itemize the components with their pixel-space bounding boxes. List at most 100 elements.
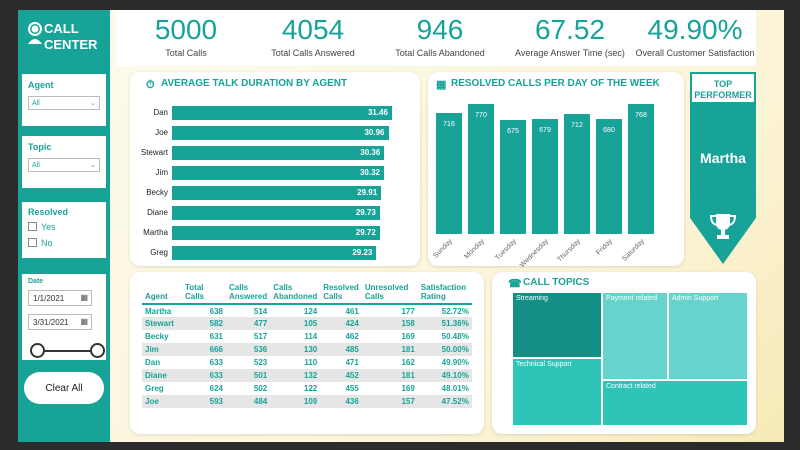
- cell-calls-abandoned: 132: [270, 369, 321, 382]
- cell-unresolved-calls: 169: [401, 332, 415, 341]
- bar-value-label: 680: [603, 127, 615, 135]
- bar-value-label: 29.91: [357, 188, 378, 197]
- cell-resolved-calls: 471: [345, 358, 359, 367]
- checkbox-yes[interactable]: [28, 222, 37, 231]
- column-header-unresolved-calls[interactable]: Unresolved Calls: [361, 278, 418, 305]
- end-date-input[interactable]: 3/31/2021 ▦: [28, 314, 92, 330]
- column-header-total-calls[interactable]: Total Calls: [182, 278, 226, 305]
- kpi-label: Total Calls Abandoned: [395, 48, 485, 58]
- cell-total-calls: 631: [209, 332, 223, 341]
- cell-calls-abandoned: 122: [303, 384, 318, 393]
- column-header-satisfaction-rating[interactable]: Satisfaction Rating: [417, 278, 472, 305]
- dashboard-canvas: CALL CENTER Agent All ⌄ Topic All ⌄ Reso…: [18, 10, 784, 442]
- bar[interactable]: [596, 119, 622, 234]
- column-header-agent[interactable]: Agent: [142, 278, 182, 305]
- table-row[interactable]: Jim 666 536 130 485 181 50.00%: [142, 343, 472, 356]
- cell-unresolved-calls: 177: [401, 306, 415, 316]
- table-header-row: Agent Total Calls Calls Answered Calls A…: [142, 278, 472, 305]
- column-header-calls-answered[interactable]: Calls Answered: [226, 278, 271, 305]
- bar[interactable]: 29.23: [172, 246, 377, 260]
- checkbox-no[interactable]: [28, 238, 37, 247]
- column-header-calls-abandoned[interactable]: Calls Abandoned: [270, 278, 321, 305]
- cell-calls-abandoned: 109: [270, 395, 321, 408]
- bar[interactable]: [468, 104, 494, 234]
- bar[interactable]: 29.91: [172, 186, 382, 200]
- bar[interactable]: [628, 104, 654, 234]
- cell-resolved-calls: 455: [345, 384, 359, 393]
- column-header-resolved-calls[interactable]: Resolved Calls: [320, 278, 362, 305]
- table-row[interactable]: Joe 593 484 109 436 157 47.52%: [142, 395, 472, 408]
- date-slider-track[interactable]: [38, 350, 96, 352]
- calendar-icon[interactable]: ▦: [80, 293, 88, 302]
- cell-calls-answered: 484: [226, 395, 271, 408]
- cell-satisfaction-rating: 49.10%: [417, 369, 472, 382]
- talk-duration-chart: Dan 31.46 Joe 30.96 Stewart 30.36 Jim 30.32 Beck…: [130, 72, 420, 266]
- bar-value-label: 712: [571, 121, 583, 129]
- bar[interactable]: 30.36: [172, 146, 385, 160]
- cell-satisfaction-rating: 50.00%: [417, 343, 472, 356]
- cell-total-calls: 666: [182, 343, 226, 356]
- clear-all-button[interactable]: Clear All: [24, 372, 104, 404]
- cell-agent: Jim: [142, 343, 182, 356]
- agent-select[interactable]: All ⌄: [28, 96, 100, 110]
- date-slider-end-handle[interactable]: [90, 343, 105, 358]
- table-row[interactable]: Becky 631 517 114 462 169 50.48%: [142, 330, 472, 343]
- cell-total-calls: 638: [209, 306, 223, 316]
- bar-value-label: 29.73: [355, 208, 376, 217]
- chevron-down-icon: ⌄: [90, 100, 96, 107]
- table-row[interactable]: Dan 633 523 110 471 162 49.90%: [142, 356, 472, 369]
- topic-technical-support[interactable]: Technical Support: [512, 358, 602, 426]
- resolved-yes-option[interactable]: Yes: [28, 222, 56, 232]
- resolved-yes-label: Yes: [41, 222, 56, 232]
- topic-contract-related[interactable]: Contract related: [602, 380, 748, 426]
- top-performer-title-line1: TOP: [713, 79, 733, 89]
- kpi-value: 67.52: [534, 14, 606, 45]
- top-performer-title-line2: PERFORMER: [694, 90, 752, 100]
- resolved-filter-label: Resolved: [28, 207, 69, 217]
- bar[interactable]: 30.32: [172, 166, 385, 180]
- topic-payment-related[interactable]: Payment related: [602, 292, 668, 380]
- date-slider-start-handle[interactable]: [30, 343, 45, 358]
- topic-label: Technical Support: [516, 361, 572, 368]
- bar-category-label: Martha: [143, 228, 168, 237]
- talk-duration-title: ⏱ AVERAGE TALK DURATION BY AGENT: [146, 78, 347, 91]
- bar-category-label: Stewart: [140, 148, 168, 157]
- resolved-no-option[interactable]: No: [28, 238, 53, 248]
- topic-label: Payment related: [606, 295, 657, 302]
- bar[interactable]: [500, 120, 526, 234]
- topic-select[interactable]: All ⌄: [28, 158, 100, 172]
- table-row[interactable]: Greg 624 502 122 455 169 48.01%: [142, 382, 472, 395]
- cell-satisfaction-rating: 50.48%: [441, 332, 469, 341]
- calendar-icon[interactable]: ▦: [80, 317, 88, 326]
- bar[interactable]: [564, 113, 590, 234]
- bar-category-label: Jim: [155, 168, 168, 177]
- cell-calls-abandoned: 130: [270, 343, 321, 356]
- bar[interactable]: 29.73: [172, 206, 380, 220]
- bar[interactable]: 30.96: [172, 126, 389, 140]
- topic-admin-support[interactable]: Admin Support: [668, 292, 748, 380]
- cell-calls-abandoned: 105: [270, 317, 321, 330]
- top-performer-card: TOP PERFORMER Martha: [690, 72, 756, 264]
- bar-value-label: 30.32: [359, 168, 381, 177]
- table-row[interactable]: Stewart 582 477 105 424 158 51.36%: [142, 317, 472, 330]
- resolved-per-day-chart: 716 Sunday 770 Monday 675 Tuesday 679 Wednesday…: [428, 72, 684, 269]
- call-topics-treemap: Streaming Payment related Admin Support …: [512, 292, 748, 426]
- start-date-input[interactable]: 1/1/2021 ▦: [28, 290, 92, 306]
- bar[interactable]: [532, 119, 558, 234]
- topic-streaming[interactable]: Streaming: [512, 292, 602, 358]
- table-row[interactable]: Diane 633 501 132 452 181 49.10%: [142, 369, 472, 382]
- bar[interactable]: 29.72: [172, 226, 380, 240]
- topic-label: Contract related: [606, 383, 656, 390]
- date-filter-label: Date: [28, 278, 44, 285]
- cell-calls-answered: 517: [253, 332, 268, 341]
- topic-label: Streaming: [516, 295, 548, 302]
- call-topics-title: ☎CALL TOPICS: [508, 277, 589, 290]
- bar-value-label: 29.72: [355, 228, 376, 237]
- bar[interactable]: [436, 113, 462, 234]
- agent-table-panel: Agent Total Calls Calls Answered Calls A…: [130, 272, 484, 434]
- cell-calls-answered: 501: [226, 369, 271, 382]
- bar[interactable]: 31.46: [172, 106, 392, 120]
- table-row[interactable]: Martha 638 514 124 461 177 52.72%: [142, 304, 472, 317]
- cell-total-calls: 624: [209, 384, 223, 393]
- kpi-total-calls-abandoned: 946 Total Calls Abandoned: [380, 14, 500, 58]
